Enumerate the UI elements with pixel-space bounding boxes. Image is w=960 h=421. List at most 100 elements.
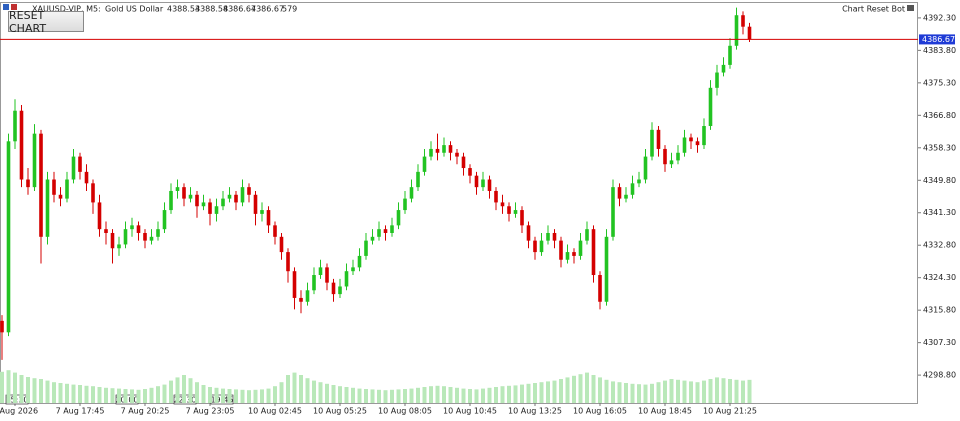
volume-bar bbox=[104, 387, 108, 403]
price-label-box bbox=[919, 34, 955, 45]
volume-bar bbox=[624, 383, 628, 403]
candle-body bbox=[32, 133, 37, 188]
symbol-icon bbox=[11, 4, 17, 10]
volume-bar bbox=[279, 382, 284, 403]
candle-body bbox=[611, 187, 615, 237]
candle-body bbox=[58, 194, 63, 199]
volume-bar bbox=[110, 388, 115, 403]
candle-body bbox=[104, 229, 108, 233]
candle-body bbox=[663, 148, 667, 165]
candle-body bbox=[97, 202, 102, 230]
y-tick-label: 4332.80 bbox=[923, 241, 956, 250]
candle-body bbox=[396, 210, 401, 226]
volume-bar bbox=[253, 389, 258, 403]
candle-body bbox=[546, 232, 550, 241]
candle-body bbox=[299, 297, 303, 302]
reset-chart-button[interactable]: RESET CHART bbox=[8, 9, 84, 35]
candle-body bbox=[377, 229, 381, 237]
candle-body bbox=[656, 129, 661, 149]
candle-body bbox=[312, 275, 316, 291]
candle-body bbox=[240, 187, 245, 203]
volume-bar bbox=[208, 387, 212, 403]
candle-body bbox=[559, 240, 563, 260]
volume-bar bbox=[45, 380, 50, 403]
candle-body bbox=[117, 244, 121, 249]
x-tick-label: 7 Aug 17:45 bbox=[56, 407, 105, 416]
candle-body bbox=[130, 225, 134, 230]
y-tick-label: 4358.30 bbox=[923, 143, 956, 152]
volume-bar bbox=[318, 382, 323, 403]
volume-bar bbox=[91, 386, 95, 403]
volume-bar bbox=[747, 379, 752, 403]
symbol-icon bbox=[3, 4, 9, 10]
candle-body bbox=[747, 26, 752, 40]
volume-bar bbox=[390, 389, 394, 403]
candle-body bbox=[188, 194, 193, 199]
volume-bar bbox=[546, 381, 550, 403]
y-tick-label: 4324.30 bbox=[923, 273, 956, 282]
candle-body bbox=[494, 190, 498, 203]
volume-bar bbox=[695, 382, 700, 403]
volume-bar bbox=[19, 375, 24, 403]
volume-bar bbox=[58, 383, 63, 403]
volume-bar bbox=[734, 379, 739, 403]
volume-bar bbox=[728, 379, 732, 403]
candle-body bbox=[266, 210, 271, 226]
volume-bar bbox=[520, 384, 524, 403]
volume-bar bbox=[169, 380, 173, 403]
y-tick-label: 4341.30 bbox=[923, 208, 956, 217]
volume-bar bbox=[578, 374, 583, 403]
close: 4386.67 bbox=[251, 5, 284, 14]
candle-body bbox=[71, 156, 76, 180]
volume-bar bbox=[292, 372, 297, 403]
volume-bar bbox=[234, 389, 238, 403]
candle-body bbox=[149, 236, 154, 241]
candle-body bbox=[474, 175, 479, 188]
candle-body bbox=[39, 133, 43, 237]
x-tick-label: 10 Aug 18:45 bbox=[638, 407, 692, 416]
candle-body bbox=[585, 229, 589, 241]
volume-bar bbox=[221, 388, 225, 403]
volume-bar bbox=[442, 386, 446, 403]
volume-bar bbox=[396, 389, 401, 403]
candle-body bbox=[715, 72, 719, 88]
candle-body bbox=[721, 64, 726, 73]
volume-bar bbox=[572, 375, 576, 403]
candle-body bbox=[234, 194, 238, 203]
candle-body bbox=[416, 171, 420, 188]
volume-bar bbox=[637, 384, 641, 403]
volume-bar bbox=[39, 379, 43, 403]
x-tick-label: 7 Aug 23:05 bbox=[186, 407, 235, 416]
candle-body bbox=[201, 202, 206, 207]
symbol: XAUUSD-VIP, M5: bbox=[32, 5, 101, 14]
candle-body bbox=[643, 156, 648, 180]
candle-body bbox=[669, 160, 674, 165]
volume-bar bbox=[455, 387, 459, 403]
candle-body bbox=[182, 187, 186, 199]
volume-bar bbox=[422, 387, 427, 403]
x-tick-label: 10 Aug 21:25 bbox=[703, 407, 757, 416]
volume-bar bbox=[598, 377, 602, 403]
volume-bar bbox=[325, 383, 329, 403]
volume-bar bbox=[643, 384, 648, 403]
candle-body bbox=[429, 148, 433, 157]
candle-body bbox=[338, 286, 342, 295]
volume-bar bbox=[156, 386, 160, 403]
candle-body bbox=[533, 240, 537, 253]
volume-bar bbox=[448, 387, 453, 403]
plot-frame bbox=[0, 2, 918, 404]
candle-body bbox=[630, 183, 635, 195]
volume-bar bbox=[305, 378, 310, 403]
volume-bar bbox=[260, 389, 264, 403]
candle-body bbox=[26, 179, 30, 188]
volume-bar bbox=[513, 385, 518, 403]
candle-body bbox=[169, 190, 173, 211]
volume-bar bbox=[383, 390, 388, 403]
volume-bar bbox=[617, 382, 622, 403]
volume-bar bbox=[481, 388, 485, 403]
candle-body bbox=[214, 206, 219, 214]
volume-bar bbox=[533, 383, 537, 403]
volume-bar bbox=[409, 388, 414, 403]
candle-body bbox=[734, 15, 739, 46]
volume-bar bbox=[149, 387, 154, 403]
